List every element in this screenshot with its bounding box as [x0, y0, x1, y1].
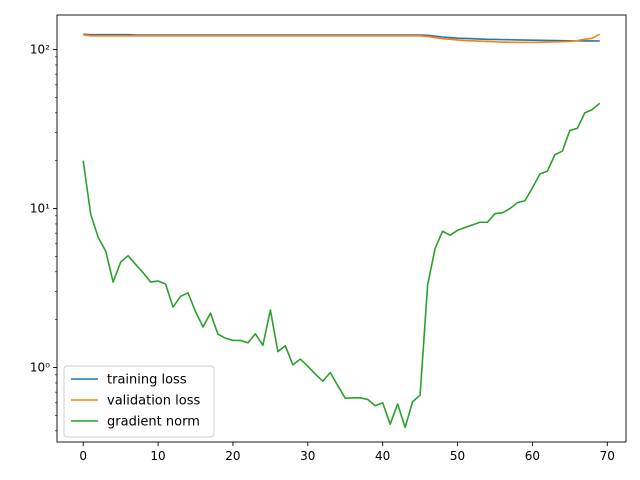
y-tick-label: 10¹	[30, 202, 50, 216]
y-tick-label: 10⁰	[30, 361, 50, 375]
legend: training loss validation loss gradient nor…	[63, 365, 215, 438]
legend-box	[63, 365, 215, 438]
series-line-training-loss	[83, 33, 600, 42]
x-tick-label: 10	[150, 449, 165, 463]
legend-label: validation loss	[107, 394, 200, 409]
y-axis: 10⁰ 10¹ 10²	[30, 43, 57, 432]
plot-frame	[56, 14, 627, 443]
x-tick-label: 60	[525, 449, 540, 463]
y-tick-label: 10²	[30, 43, 50, 57]
x-tick-label: 50	[450, 449, 465, 463]
x-axis: 0 10 20 30 40 50 60 70	[79, 442, 615, 463]
legend-label: training loss	[107, 373, 187, 388]
series-line-gradient-norm	[82, 102, 601, 429]
series-layer	[82, 33, 601, 429]
x-tick-label: 40	[375, 449, 390, 463]
x-tick-label: 70	[600, 449, 615, 463]
legend-label: gradient norm	[107, 415, 200, 430]
x-tick-label: 20	[225, 449, 240, 463]
x-tick-label: 0	[79, 449, 87, 463]
x-tick-label: 30	[300, 449, 315, 463]
series-line-validation-loss	[83, 33, 601, 44]
